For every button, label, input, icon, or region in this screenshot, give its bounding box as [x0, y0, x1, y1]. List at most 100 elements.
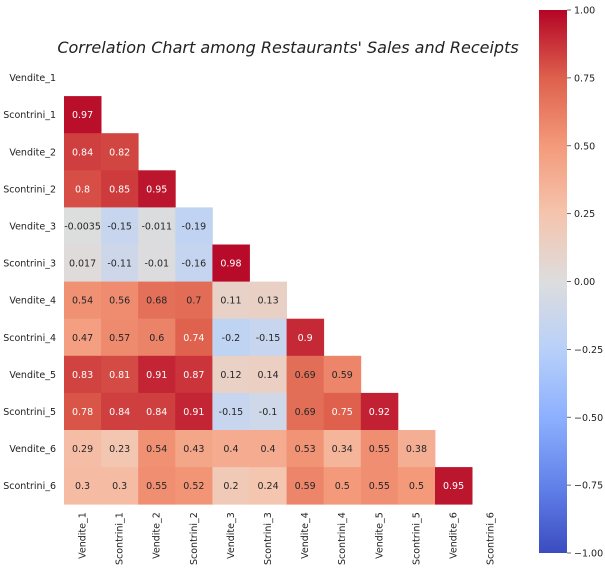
cell-value-label: 0.54 — [146, 444, 167, 455]
heatmap-cell — [64, 281, 102, 320]
heatmap-cell — [64, 318, 102, 357]
cell-value-label: 0.95 — [146, 184, 167, 195]
cell-value-label: 0.83 — [72, 370, 93, 381]
cell-value-label: 0.3 — [75, 481, 90, 492]
heatmap-cell — [101, 207, 139, 245]
cell-value-label: -0.01 — [144, 259, 169, 270]
cell-value-label: 0.85 — [109, 184, 130, 195]
column-tick-label: Vendite_5 — [374, 512, 385, 559]
cell-value-label: -0.11 — [107, 259, 132, 270]
cell-value-label: 0.78 — [72, 407, 93, 418]
column-tick-label: Scontrini_1 — [115, 512, 126, 565]
cell-value-label: 0.7 — [186, 296, 201, 307]
cell-value-label: 0.84 — [146, 407, 167, 418]
heatmap-cell — [101, 467, 139, 505]
colorbar-tick-label: −0.25 — [574, 345, 603, 356]
row-tick-label: Vendite_1 — [9, 73, 56, 84]
heatmap-cell — [138, 170, 176, 208]
heatmap-cell — [64, 244, 102, 282]
cell-value-label: 0.13 — [257, 296, 278, 307]
heatmap-cell — [175, 355, 213, 394]
colorbar-tick-label: −1.00 — [574, 549, 603, 560]
heatmap-cell — [212, 392, 250, 431]
heatmap-cell — [175, 244, 213, 282]
cell-value-label: 0.52 — [183, 481, 204, 492]
cell-value-label: -0.19 — [182, 221, 207, 232]
column-tick-label: Scontrini_4 — [337, 512, 348, 565]
cell-value-label: 0.84 — [72, 147, 93, 158]
cell-value-label: 0.29 — [72, 444, 93, 455]
heatmap-cell — [101, 281, 139, 320]
colorbar-tick-label: 0.75 — [574, 73, 595, 84]
cell-value-label: 0.97 — [72, 110, 93, 121]
cell-value-label: 0.11 — [220, 296, 241, 307]
heatmap-cell — [101, 244, 139, 282]
row-tick-labels: Vendite_1 Scontrini_1 Vendite_2 Scontrini_2… — [3, 73, 56, 492]
cell-value-label: 0.55 — [369, 444, 390, 455]
row-tick-label: Vendite_3 — [9, 221, 56, 232]
heatmap-cell — [101, 355, 139, 394]
column-tick-labels: Vendite_1 Scontrini_1 Vendite_2 Scontrini_2… — [78, 512, 497, 565]
column-tick-label: Vendite_4 — [300, 512, 311, 559]
heatmap-cell — [175, 467, 213, 505]
cell-value-label: 0.8 — [75, 184, 90, 195]
heatmap-cell — [138, 392, 176, 431]
heatmap-cell — [212, 281, 250, 320]
colorbar-tick-label: 1.00 — [574, 6, 595, 17]
heatmap-cells: 0.97 0.84 0.82 0.8 0.85 0.95 -0.0035 -0.15 -0.01… — [64, 96, 473, 505]
cell-value-label: 0.81 — [109, 370, 130, 381]
cell-value-label: 0.12 — [220, 370, 241, 381]
cell-value-label: 0.92 — [369, 407, 390, 418]
cell-value-label: 0.54 — [72, 296, 93, 307]
heatmap-cell — [101, 430, 139, 468]
cell-value-label: -0.011 — [141, 221, 172, 232]
column-tick-label: Vendite_1 — [78, 512, 89, 559]
heatmap-cell — [286, 392, 325, 431]
heatmap-cell — [101, 170, 139, 208]
heatmap-cell — [175, 281, 213, 320]
heatmap-cell — [323, 392, 362, 431]
row-tick-label: Vendite_2 — [9, 147, 56, 158]
row-tick-label: Scontrini_1 — [3, 110, 56, 121]
row-tick-label: Scontrini_4 — [3, 333, 56, 344]
heatmap-cell — [212, 355, 250, 394]
cell-value-label: -0.15 — [219, 407, 244, 418]
cell-value-label: 0.91 — [183, 407, 204, 418]
cell-value-label: -0.16 — [182, 259, 207, 270]
heatmap-cell — [138, 281, 176, 320]
row-tick-label: Scontrini_3 — [3, 259, 56, 270]
heatmap-cell — [360, 392, 399, 431]
heatmap-cell — [64, 467, 102, 505]
cell-value-label: 0.59 — [332, 370, 353, 381]
cell-value-label: 0.4 — [260, 444, 275, 455]
heatmap-cell — [64, 96, 102, 134]
row-tick-label: Scontrini_5 — [3, 407, 56, 418]
cell-value-label: 0.74 — [183, 333, 204, 344]
heatmap-cell — [175, 430, 213, 468]
cell-value-label: 0.4 — [223, 444, 238, 455]
colorbar-tick-label: 0.50 — [574, 141, 595, 152]
cell-value-label: 0.55 — [146, 481, 167, 492]
heatmap-cell — [64, 355, 102, 394]
heatmap-cell — [249, 318, 287, 357]
column-tick-label: Vendite_6 — [449, 512, 460, 559]
row-tick-label: Vendite_6 — [9, 444, 56, 455]
cell-value-label: 0.5 — [409, 481, 424, 492]
heatmap-cell — [323, 467, 362, 505]
heatmap-cell — [175, 392, 213, 431]
cell-value-label: -0.1 — [259, 407, 278, 418]
cell-value-label: 0.24 — [257, 481, 278, 492]
cell-value-label: 0.98 — [220, 259, 241, 270]
cell-value-label: 0.59 — [295, 481, 316, 492]
column-tick-label: Scontrini_5 — [411, 512, 422, 565]
heatmap-cell — [64, 392, 102, 431]
heatmap-cell — [212, 430, 250, 468]
colorbar-tick-label: −0.75 — [574, 481, 603, 492]
heatmap-cell — [101, 392, 139, 431]
heatmap-cell — [175, 318, 213, 357]
heatmap-cell — [397, 430, 436, 468]
heatmap-cell — [138, 318, 176, 357]
heatmap-cell — [286, 467, 325, 505]
cell-value-label: -0.0035 — [64, 221, 101, 232]
cell-value-label: 0.57 — [109, 333, 130, 344]
